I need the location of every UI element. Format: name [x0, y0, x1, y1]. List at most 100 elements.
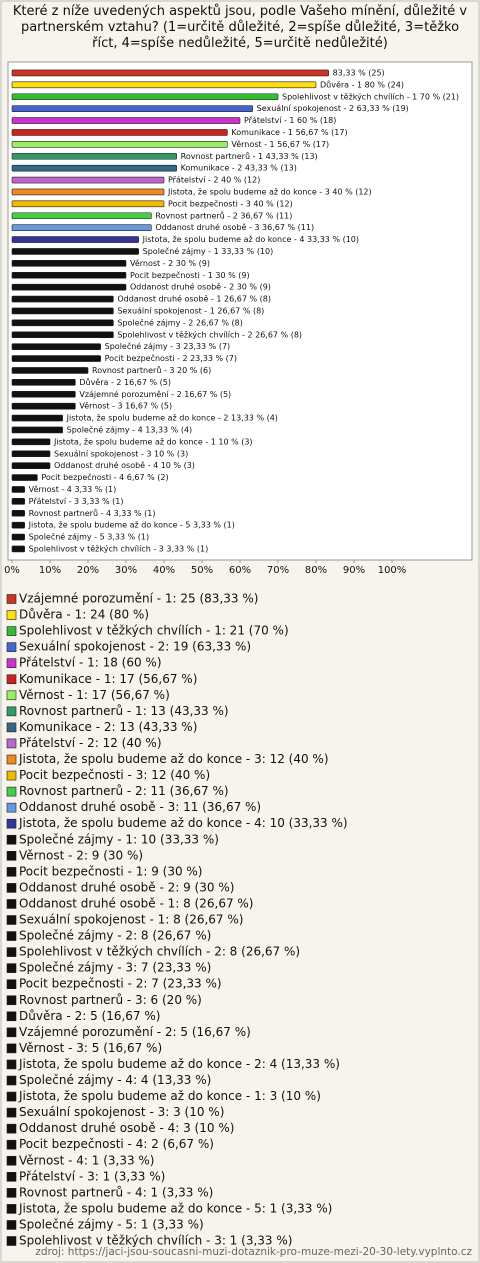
bar — [11, 283, 127, 291]
bar-label: Přátelství - 3 3,33 % (1) — [29, 497, 124, 506]
legend-label: Oddanost druhé osobě - 1: 8 (26,67 %) — [19, 896, 253, 910]
legend-label: Společné zájmy - 5: 1 (3,33 %) — [19, 1217, 204, 1231]
legend-label: Rovnost partnerů - 1: 13 (43,33 %) — [19, 704, 229, 718]
legend-label: Komunikace - 1: 17 (56,67 %) — [19, 672, 197, 686]
bar — [11, 331, 114, 339]
bar-label: Jistota, že spolu budeme až do konce - 1… — [53, 437, 253, 446]
legend-label: Věrnost - 4: 1 (3,33 %) — [19, 1153, 155, 1167]
bar — [11, 438, 51, 446]
legend-label: Jistota, že spolu budeme až do konce - 3… — [18, 752, 329, 766]
bar-label: Vzájemné porozumění - 2 16,67 % (5) — [79, 389, 231, 399]
bar — [11, 402, 76, 410]
bar-label: Jistota, že spolu budeme až do konce - 5… — [28, 521, 235, 530]
x-tick-label: 60% — [229, 565, 251, 576]
bar-label: Komunikace - 2 43,33 % (13) — [181, 164, 297, 173]
legend-swatch — [6, 1075, 17, 1086]
bar-label: Jistota, že spolu budeme až do konce - 3… — [167, 187, 372, 196]
bar — [11, 260, 127, 267]
bar-label: Oddanost druhé osobě - 3 36,67 % (11) — [155, 222, 314, 232]
legend-label: Oddanost druhé osobě - 2: 9 (30 %) — [19, 880, 234, 894]
bar-label: Jistota, že spolu budeme až do konce - 4… — [142, 235, 359, 244]
bar — [11, 248, 139, 255]
bar — [11, 498, 25, 505]
legend-label: Pocit bezpečnosti - 4: 2 (6,67 %) — [19, 1137, 214, 1151]
bar — [11, 545, 25, 553]
legend-label: Společné zájmy - 4: 4 (13,33 %) — [19, 1073, 211, 1087]
bar-label: Společné zájmy - 4 13,33 % (4) — [67, 424, 193, 434]
bar-label: Rovnost partnerů - 2 36,67 % (11) — [155, 210, 292, 220]
legend-swatch — [6, 610, 17, 620]
legend-label: Vzájemné porozumění - 1: 25 (83,33 %) — [19, 592, 258, 606]
bar — [11, 152, 177, 160]
legend-label: Sexuální spokojenost - 2: 19 (63,33 %) — [19, 640, 251, 654]
legend-label: Jistota, že spolu budeme až do konce - 4… — [18, 816, 348, 830]
legend-swatch — [6, 995, 17, 1006]
bar — [11, 307, 114, 315]
bar — [11, 69, 329, 77]
x-tick-label: 10% — [39, 565, 61, 576]
legend-label: Jistota, že spolu budeme až do konce - 1… — [18, 1089, 321, 1103]
legend-label: Pocit bezpečnosti - 2: 7 (23,33 %) — [19, 977, 222, 991]
bar-label: Společné zájmy - 5 3,33 % (1) — [29, 532, 149, 542]
bar-label: Důvěra - 2 16,67 % (5) — [79, 377, 171, 387]
x-tick-label: 90% — [343, 565, 365, 576]
legend-swatch — [6, 690, 17, 701]
bar — [11, 271, 127, 279]
legend-swatch — [6, 947, 17, 957]
legend-label: Společné zájmy - 1: 10 (33,33 %) — [19, 832, 219, 846]
legend-label: Sexuální spokojenost - 3: 3 (10 %) — [19, 1105, 224, 1119]
legend-swatch — [6, 1220, 17, 1230]
bar — [11, 117, 241, 124]
bar — [11, 462, 51, 469]
bar-label: Jistota, že spolu budeme až do konce - 2… — [66, 414, 278, 423]
bar-label: Sexuální spokojenost - 3 10 % (3) — [54, 449, 188, 458]
x-tick-label: 40% — [153, 565, 175, 576]
bar — [11, 533, 25, 541]
bar-label: Společné zájmy - 2 26,67 % (8) — [117, 317, 243, 327]
legend-swatch — [6, 818, 17, 829]
legend-swatch — [6, 867, 17, 877]
legend-label: Oddanost druhé osobě - 3: 11 (36,67 %) — [19, 800, 261, 814]
legend-swatch — [6, 1236, 17, 1246]
legend-label: Vzájemné porozumění - 2: 5 (16,67 %) — [19, 1025, 251, 1039]
bar-label: Rovnost partnerů - 1 43,33 % (13) — [181, 151, 318, 161]
bar — [11, 521, 25, 529]
legend-swatch — [6, 706, 17, 717]
legend-swatch — [6, 915, 17, 925]
legend-swatch — [6, 883, 17, 893]
bar-label: Pocit bezpečnosti - 2 23,33 % (7) — [105, 353, 237, 363]
legend-swatch — [6, 658, 17, 669]
bar — [11, 176, 165, 184]
bar-label: Rovnost partnerů - 3 20 % (6) — [92, 365, 211, 375]
legend-label: Věrnost - 1: 17 (56,67 %) — [19, 688, 170, 702]
legend-label: Rovnost partnerů - 2: 11 (36,67 %) — [19, 784, 229, 798]
legend-swatch — [6, 1059, 17, 1070]
bar-label: Oddanost druhé osobě - 1 26,67 % (8) — [117, 294, 271, 304]
bar — [11, 414, 63, 422]
legend-swatch — [6, 931, 17, 941]
legend-swatch — [6, 770, 17, 781]
legend-label: Společné zájmy - 2: 8 (26,67 %) — [19, 929, 211, 943]
legend-swatch — [6, 963, 17, 973]
legend-swatch — [6, 834, 17, 845]
bar-label: 83,33 % (25) — [333, 68, 385, 77]
legend-swatch — [6, 642, 17, 652]
legend-label: Přátelství - 3: 1 (3,33 %) — [19, 1169, 165, 1183]
bar-label: Důvěra - 1 80 % (24) — [320, 79, 404, 89]
bar-label: Sexuální spokojenost - 1 26,67 % (8) — [117, 306, 264, 315]
legend-swatch — [6, 626, 17, 636]
bar-label: Oddanost druhé osobě - 4 10 % (3) — [54, 460, 195, 470]
bar-label: Spolehlivost v těžkých chvílích - 2 26,6… — [117, 330, 302, 339]
legend-label: Pocit bezpečnosti - 3: 12 (40 %) — [19, 768, 210, 782]
bar-label: Společné zájmy - 1 33,33 % (10) — [143, 246, 274, 256]
legend-label: Rovnost partnerů - 4: 1 (3,33 %) — [19, 1185, 213, 1199]
bar — [11, 81, 317, 89]
bar — [11, 355, 101, 362]
legend-label: Rovnost partnerů - 3: 6 (20 %) — [19, 993, 202, 1007]
bar-label: Věrnost - 2 30 % (9) — [130, 259, 210, 268]
legend-swatch — [6, 1043, 17, 1054]
bar — [11, 343, 101, 350]
bar — [11, 509, 25, 517]
